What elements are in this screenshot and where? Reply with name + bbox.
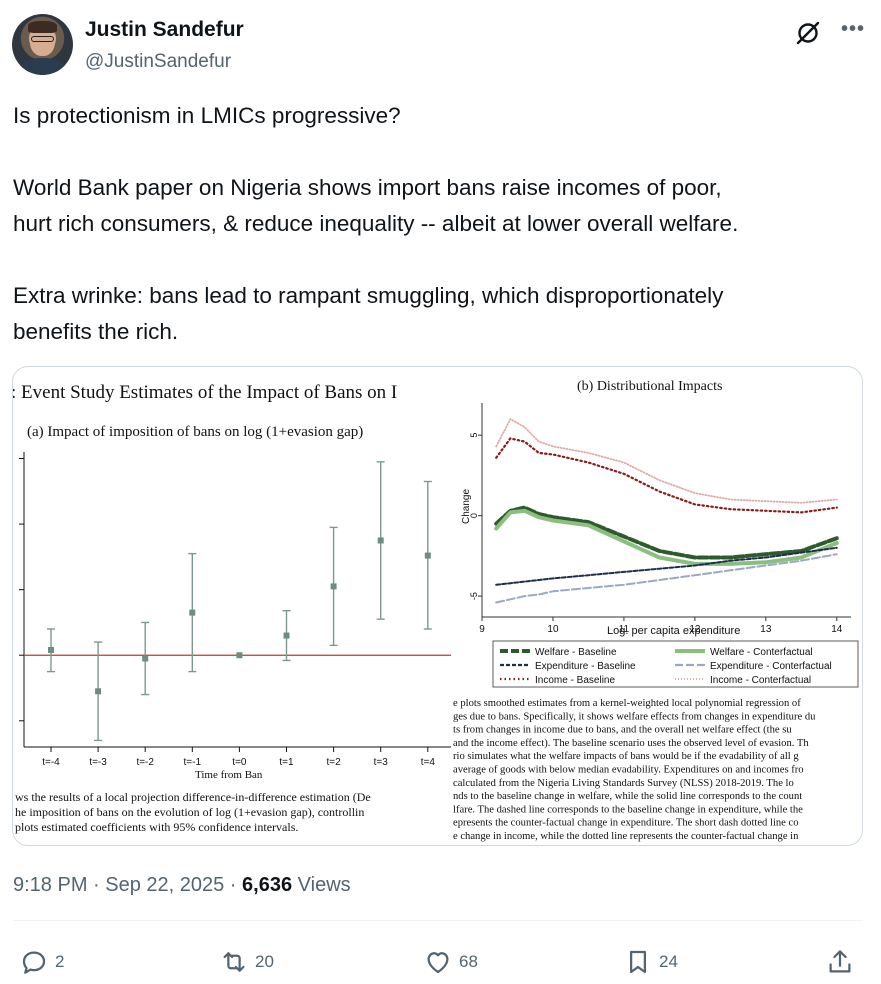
author-handle[interactable]: @JustinSandefur xyxy=(85,51,232,72)
reply-icon xyxy=(22,951,46,974)
figure-a: : Event Study Estimates of the Impact of… xyxy=(13,382,451,834)
like-count: 68 xyxy=(459,952,478,971)
series-income-counterfactual xyxy=(495,418,838,504)
grok-icon[interactable] xyxy=(795,20,821,46)
views-label: Views xyxy=(292,874,351,896)
legend-label: Expenditure - Baseline xyxy=(535,661,636,672)
action-bar: 2 20 68 24 xyxy=(13,942,863,982)
point-estimate xyxy=(189,609,196,616)
legend-label: Welfare - Baseline xyxy=(535,647,617,658)
share-button[interactable] xyxy=(825,942,855,982)
figure-b-xlabel: Log. per capita expenditure xyxy=(607,625,740,637)
x-tick-label: 11 xyxy=(619,624,630,635)
x-tick-label: t=4 xyxy=(421,757,436,768)
figure-b-caption-line: rio simulates what the welfare impacts o… xyxy=(453,751,799,762)
figure-b-ylabel: Change xyxy=(461,489,472,524)
reply-count: 2 xyxy=(55,952,65,971)
bookmark-button[interactable]: 24 xyxy=(623,942,678,982)
repost-button[interactable]: 20 xyxy=(219,942,274,982)
author-name[interactable]: Justin Sandefur xyxy=(85,18,244,41)
legend: Welfare - Baseline Welfare - Conterfactu… xyxy=(492,640,859,688)
figure-a-subtitle: (a) Impact of imposition of bans on log … xyxy=(27,424,363,440)
x-tick-label: t=0 xyxy=(232,757,247,768)
point-estimate xyxy=(48,646,54,653)
point-estimate xyxy=(95,688,102,695)
share-icon xyxy=(829,950,851,973)
tweet-line: hurt rich consumers, & reduce inequality… xyxy=(13,211,739,236)
legend-label: Income - Baseline xyxy=(535,675,615,686)
x-tick-label: 10 xyxy=(547,624,559,635)
tweet-text: Is protectionism in LMICs progressive? W… xyxy=(13,98,863,350)
media-image[interactable]: : Event Study Estimates of the Impact of… xyxy=(12,366,863,846)
x-tick-label: t=1 xyxy=(279,757,294,768)
y-tick-label: 0 xyxy=(469,513,479,518)
figure-b-caption-line: nds to the baseline change in welfare, w… xyxy=(453,791,802,802)
tweet-line: Extra wrinke: bans lead to rampant smugg… xyxy=(13,283,724,308)
like-button[interactable]: 68 xyxy=(423,942,478,982)
x-tick-label: 13 xyxy=(760,624,772,635)
tweet-header: Justin Sandefur @JustinSandefur ••• xyxy=(12,14,869,78)
x-tick-label: 14 xyxy=(831,624,843,635)
figure-b-caption-line: average of goods with below median evada… xyxy=(453,765,804,776)
x-tick-label: 12 xyxy=(689,624,701,635)
bookmark-count: 24 xyxy=(659,952,678,971)
timestamp[interactable]: 9:18 PM · Sep 22, 2025 · xyxy=(13,874,243,896)
series-income-baseline xyxy=(495,437,838,514)
series-expenditure-counterfactual xyxy=(495,553,838,604)
figure-b-caption-line: epresents the counter-factual change in … xyxy=(453,818,799,829)
figure-b-caption-line: ts from changes in income due to bans, a… xyxy=(453,725,792,736)
y-tick-label: 5 xyxy=(469,433,479,438)
x-tick-label: t=-2 xyxy=(136,757,154,768)
figure-b-title: (b) Distributional Impacts xyxy=(577,379,722,394)
series-welfare-baseline xyxy=(494,505,839,560)
figure-b-caption-line: e plots smoothed estimates from a kernel… xyxy=(453,698,801,709)
figure-a-caption: he imposition of bans on the evolution o… xyxy=(15,805,364,819)
reply-button[interactable]: 2 xyxy=(19,942,64,982)
x-tick-label: t=2 xyxy=(327,757,342,768)
views-count: 6,636 xyxy=(242,874,293,896)
avatar[interactable] xyxy=(12,14,73,75)
figure-a-xlabel: Time from Ban xyxy=(195,769,263,781)
tweet-meta: 9:18 PM · Sep 22, 2025 · 6,636 Views xyxy=(13,874,351,897)
more-options-icon[interactable]: ••• xyxy=(840,18,865,40)
repost-icon xyxy=(223,952,245,972)
figure-b: (b) Distributional Impacts 9 10 11 12 13 14 -5… xyxy=(453,379,859,842)
tweet-line: Is protectionism in LMICs progressive? xyxy=(13,103,401,128)
x-tick-label: t=-4 xyxy=(42,757,60,768)
x-tick-label: t=3 xyxy=(374,757,389,768)
point-estimate xyxy=(142,655,149,662)
legend-label: Expenditure - Conterfactual xyxy=(710,661,832,672)
tweet-line: benefits the rich. xyxy=(13,319,179,344)
point-estimate xyxy=(283,632,290,639)
x-tick-label: t=-1 xyxy=(184,757,202,768)
figure-b-caption-line: lfare. The dashed line corresponds to th… xyxy=(453,804,803,815)
series-welfare-counterfactual xyxy=(494,508,839,566)
repost-count: 20 xyxy=(255,952,274,971)
divider xyxy=(13,920,863,921)
legend-label: Income - Conterfactual xyxy=(710,675,811,686)
tweet-line: World Bank paper on Nigeria shows import… xyxy=(13,175,722,200)
point-estimate xyxy=(424,552,431,559)
x-tick-label: t=-3 xyxy=(89,757,107,768)
figure-b-caption-line: ges due to bans. Specifically, it shows … xyxy=(453,711,816,722)
point-estimate xyxy=(236,652,243,659)
figure-b-caption-line: calculated from the Nigeria Living Stand… xyxy=(453,778,794,789)
figure-b-caption-line: e change in income, while the dotted lin… xyxy=(453,831,799,842)
figure-a-title: : Event Study Estimates of the Impact of… xyxy=(13,382,397,403)
figure-a-caption: plots estimated coefficients with 95% co… xyxy=(15,820,298,834)
figure-a-caption: ws the results of a local projection dif… xyxy=(15,790,371,804)
series-expenditure-baseline xyxy=(495,546,838,586)
legend-label: Welfare - Conterfactual xyxy=(710,647,813,658)
y-tick-label: -5 xyxy=(469,592,479,600)
point-estimate xyxy=(377,537,384,544)
heart-icon xyxy=(427,952,449,974)
bookmark-icon xyxy=(630,950,646,974)
figure-b-caption-line: and the income effect). The baseline sce… xyxy=(453,738,809,749)
point-estimate xyxy=(330,583,337,590)
x-tick-label: 9 xyxy=(479,624,485,635)
